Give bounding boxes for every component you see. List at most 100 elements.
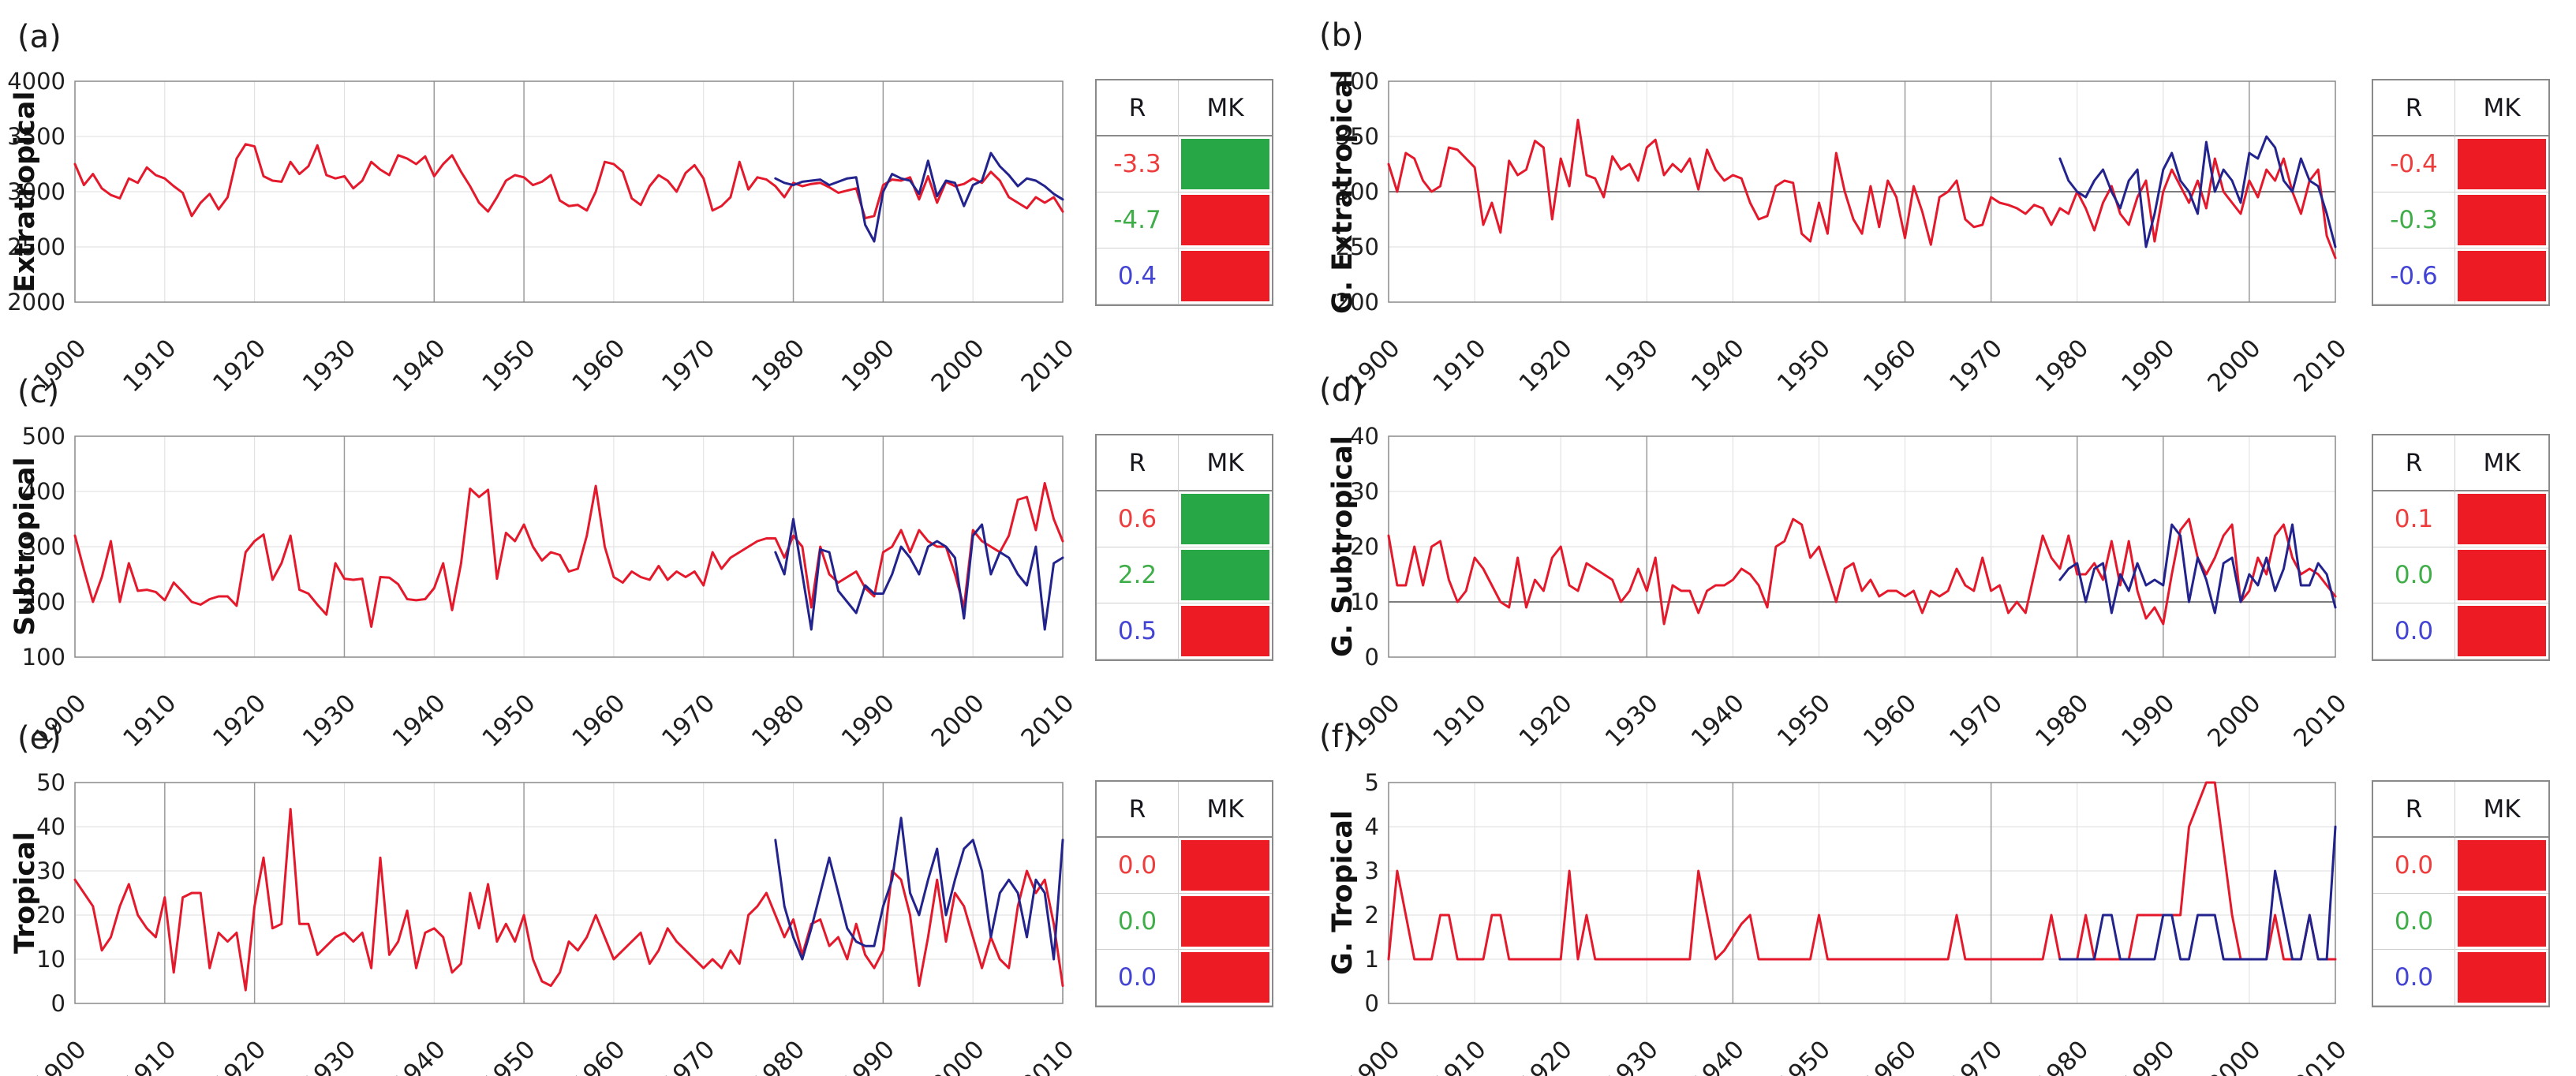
stat-value: -0.4 bbox=[2373, 136, 2455, 192]
x-tick-label: 1950 bbox=[1772, 689, 1836, 753]
y-tick-label: 100 bbox=[22, 644, 65, 671]
x-tick-label: 2010 bbox=[2288, 1035, 2352, 1076]
y-tick-label: 2500 bbox=[7, 234, 65, 260]
stat-value: -4.7 bbox=[1097, 192, 1179, 248]
mk-cell bbox=[1179, 192, 1272, 248]
mk-cell bbox=[2455, 192, 2548, 248]
x-tick-label: 1950 bbox=[477, 689, 540, 753]
mk-cell bbox=[1179, 950, 1272, 1006]
x-tick-label: 1960 bbox=[566, 334, 630, 398]
stats-header-r: R bbox=[1097, 782, 1179, 838]
x-tick-label: 1980 bbox=[746, 334, 810, 398]
y-tick-label: 30 bbox=[36, 857, 65, 884]
panel-d-series-red bbox=[1387, 517, 2337, 626]
x-tick-label: 1940 bbox=[387, 334, 451, 398]
x-tick-label: 2010 bbox=[1015, 689, 1079, 753]
panel-b-letter: (b) bbox=[1319, 17, 1364, 54]
y-tick-label: 400 bbox=[1336, 68, 1379, 95]
y-tick-label: 20 bbox=[1350, 533, 1379, 560]
mk-cell bbox=[2455, 603, 2548, 659]
panel-a-series-red bbox=[73, 143, 1064, 220]
stat-value: 0.5 bbox=[1097, 603, 1179, 659]
y-tick-label: 4 bbox=[1365, 813, 1379, 840]
panel-d-stats-table: R MK 0.1 0.0 0.0 bbox=[2372, 434, 2550, 661]
x-tick-label: 1900 bbox=[1341, 1035, 1405, 1076]
x-tick-label: 1960 bbox=[1858, 689, 1922, 753]
y-tick-label: 500 bbox=[22, 423, 65, 450]
plot-border bbox=[1388, 80, 2336, 303]
x-tick-label: 2010 bbox=[2288, 689, 2352, 753]
x-tick-label: 2000 bbox=[926, 334, 990, 398]
x-tick-label: 1930 bbox=[297, 1035, 361, 1076]
x-tick-label: 1930 bbox=[1600, 689, 1664, 753]
panel-f-plot: 0 1 2 3 4 5 1900 1910 1920 1930 1940 1950 1960 1970 19… bbox=[1341, 769, 2352, 1076]
x-tick-label: 2010 bbox=[1015, 334, 1079, 398]
y-tick-label: 1 bbox=[1365, 946, 1379, 973]
stats-header-r: R bbox=[1097, 80, 1179, 136]
plot-border bbox=[74, 435, 1064, 658]
x-tick-label: 1970 bbox=[1944, 334, 2008, 398]
panel-f-ylabel: G. Tropical bbox=[1327, 810, 1359, 976]
x-tick-label: 1950 bbox=[1772, 334, 1836, 398]
y-tick-label: 200 bbox=[22, 588, 65, 615]
panel-f-series-red bbox=[1387, 781, 2337, 961]
mk-cell bbox=[1179, 603, 1272, 659]
x-tick-label: 1980 bbox=[2030, 334, 2094, 398]
mk-cell bbox=[1179, 491, 1272, 547]
x-tick-label: 2000 bbox=[926, 1035, 990, 1076]
y-tick-label: 40 bbox=[1350, 423, 1379, 450]
y-tick-label: 400 bbox=[22, 478, 65, 505]
x-tick-label: 1950 bbox=[1772, 1035, 1836, 1076]
panel-b-stats-table: R MK -0.4 -0.3 -0.6 bbox=[2372, 79, 2550, 306]
plot-border bbox=[1388, 435, 2336, 658]
x-tick-label: 1920 bbox=[1514, 334, 1578, 398]
x-tick-label: 1990 bbox=[836, 1035, 900, 1076]
panel-e-stats-table: R MK 0.0 0.0 0.0 bbox=[1095, 780, 1273, 1007]
x-tick-label: 1920 bbox=[1514, 1035, 1578, 1076]
x-tick-label: 1970 bbox=[656, 334, 720, 398]
x-tick-label: 1980 bbox=[2030, 1035, 2094, 1076]
stat-value: -0.3 bbox=[2373, 192, 2455, 248]
panel-a-series-blue bbox=[774, 151, 1064, 243]
stat-value: 2.2 bbox=[1097, 547, 1179, 603]
y-tick-label: 0 bbox=[1365, 644, 1379, 671]
stat-value: -0.6 bbox=[2373, 248, 2455, 304]
stat-value: 0.0 bbox=[1097, 838, 1179, 894]
x-tick-label: 1940 bbox=[387, 689, 451, 753]
panel-f-stats-table: R MK 0.0 0.0 0.0 bbox=[2372, 780, 2550, 1007]
panel-c-letter: (c) bbox=[17, 374, 60, 410]
x-tick-label: 1910 bbox=[118, 1035, 181, 1076]
stats-header-mk: MK bbox=[1179, 435, 1272, 491]
x-tick-label: 1920 bbox=[208, 334, 271, 398]
mk-cell bbox=[1179, 838, 1272, 894]
stats-header-mk: MK bbox=[1179, 80, 1272, 136]
y-tick-label: 350 bbox=[1336, 123, 1379, 150]
panel-e-plot: 0 10 20 30 40 50 1900 1910 1920 1930 1940 1950 1960 1… bbox=[28, 769, 1079, 1076]
stats-header-mk: MK bbox=[2455, 80, 2548, 136]
y-tick-label: 3000 bbox=[7, 178, 65, 205]
x-tick-label: 1950 bbox=[477, 1035, 540, 1076]
panel-b-ylabel: G. Extratropical bbox=[1327, 69, 1359, 314]
x-tick-label: 1970 bbox=[656, 689, 720, 753]
x-tick-label: 1970 bbox=[1944, 689, 2008, 753]
panel-f-letter: (f) bbox=[1319, 719, 1355, 755]
panel-f-series-blue bbox=[2058, 825, 2337, 961]
stat-value: 0.4 bbox=[1097, 248, 1179, 304]
y-tick-label: 250 bbox=[1336, 234, 1379, 260]
x-tick-label: 1960 bbox=[1858, 334, 1922, 398]
stats-header-r: R bbox=[2373, 80, 2455, 136]
mk-cell bbox=[2455, 950, 2548, 1006]
mk-cell bbox=[2455, 491, 2548, 547]
y-tick-label: 10 bbox=[36, 946, 65, 973]
y-tick-label: 5 bbox=[1365, 769, 1379, 796]
panel-e-letter: (e) bbox=[17, 720, 62, 757]
y-tick-label: 4000 bbox=[7, 68, 65, 95]
panel-a-letter: (a) bbox=[17, 19, 62, 55]
panel-b-series-blue bbox=[2058, 135, 2337, 248]
stats-header-r: R bbox=[2373, 435, 2455, 491]
panel-d-ylabel: G. Subtropical bbox=[1327, 435, 1359, 658]
x-tick-label: 1920 bbox=[1514, 689, 1578, 753]
